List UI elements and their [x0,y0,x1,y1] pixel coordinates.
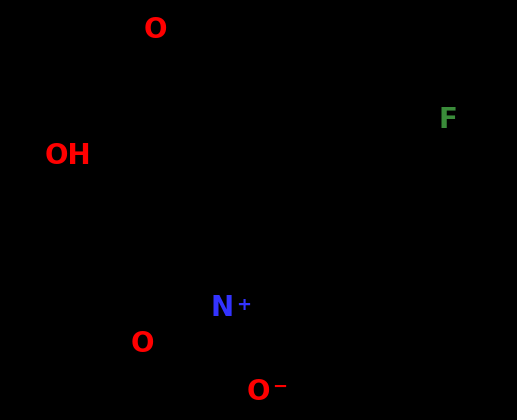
Text: O: O [246,378,270,407]
Text: O: O [144,16,168,44]
Text: N: N [210,294,234,322]
Text: O: O [130,330,154,358]
Text: −: − [272,378,287,396]
Text: F: F [438,106,457,134]
Text: +: + [236,296,251,314]
Text: OH: OH [44,142,92,170]
